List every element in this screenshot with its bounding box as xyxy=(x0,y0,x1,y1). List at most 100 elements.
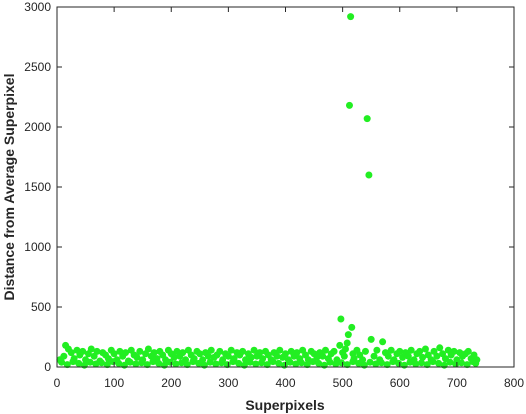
data-point xyxy=(143,361,151,369)
x-axis-title: Superpixels xyxy=(245,397,325,413)
data-point xyxy=(138,359,146,367)
data-point xyxy=(321,346,329,354)
data-point xyxy=(286,358,294,366)
data-point xyxy=(149,358,157,366)
data-point xyxy=(421,345,429,353)
data-point xyxy=(366,358,374,366)
data-point xyxy=(370,352,378,360)
data-point xyxy=(250,346,258,354)
y-tick-label: 2500 xyxy=(24,60,51,74)
data-point xyxy=(206,358,214,366)
data-point xyxy=(136,347,144,355)
x-tick-label: 0 xyxy=(54,376,61,390)
data-point xyxy=(373,346,381,354)
data-point xyxy=(309,358,317,366)
data-point xyxy=(122,349,130,357)
data-point xyxy=(133,353,141,361)
data-point xyxy=(93,347,101,355)
data-point xyxy=(189,358,197,366)
y-tick-label: 500 xyxy=(31,300,51,314)
data-point xyxy=(263,361,271,369)
data-point xyxy=(195,359,203,367)
data-point xyxy=(179,349,187,357)
data-point xyxy=(172,360,180,368)
data-point xyxy=(297,359,305,367)
data-point xyxy=(417,359,425,367)
data-point xyxy=(246,358,254,366)
data-point xyxy=(344,331,352,339)
x-axis-ticks: 0 100 200 300 400 500 600 700 800 xyxy=(54,7,524,390)
data-point xyxy=(63,361,71,369)
data-point xyxy=(332,360,340,368)
data-point xyxy=(396,347,404,355)
x-tick-label: 800 xyxy=(504,376,524,390)
data-point xyxy=(464,347,472,355)
data-point xyxy=(275,359,283,367)
data-point xyxy=(446,358,454,366)
data-point xyxy=(343,339,351,347)
data-point xyxy=(155,359,163,367)
y-tick-label: 1500 xyxy=(24,180,51,194)
data-point xyxy=(463,361,471,369)
data-point xyxy=(340,352,348,360)
y-tick-label: 1000 xyxy=(24,240,51,254)
data-point xyxy=(170,353,178,361)
data-point xyxy=(326,358,334,366)
data-point xyxy=(435,359,443,367)
x-tick-label: 300 xyxy=(218,376,238,390)
data-point xyxy=(212,360,220,368)
data-point xyxy=(436,344,444,352)
data-point xyxy=(218,359,226,367)
data-point xyxy=(433,352,441,360)
data-point xyxy=(384,352,392,360)
data-point xyxy=(235,359,243,367)
y-tick-label: 2000 xyxy=(24,120,51,134)
data-point xyxy=(282,350,289,358)
data-point xyxy=(423,361,431,369)
data-point xyxy=(178,359,186,367)
data-point xyxy=(126,358,134,366)
data-point xyxy=(58,358,66,366)
data-point xyxy=(387,346,395,354)
y-tick-label: 3000 xyxy=(24,0,51,14)
data-point xyxy=(457,359,465,367)
data-point xyxy=(404,352,412,360)
x-tick-label: 500 xyxy=(333,376,353,390)
data-point xyxy=(92,360,100,368)
data-point xyxy=(355,359,363,367)
data-point xyxy=(229,358,237,366)
data-point xyxy=(79,347,87,355)
data-point xyxy=(363,115,371,123)
y-axis-title: Distance from Average Superpixel xyxy=(1,74,17,301)
data-point xyxy=(343,361,351,369)
data-point xyxy=(361,347,369,355)
data-point xyxy=(103,361,111,369)
data-point xyxy=(86,358,94,366)
data-point xyxy=(389,358,397,366)
data-point xyxy=(419,353,427,361)
data-point xyxy=(416,347,424,355)
data-point xyxy=(144,345,152,353)
data-point xyxy=(293,349,301,357)
data-point xyxy=(239,347,247,355)
data-point xyxy=(223,361,231,369)
data-point xyxy=(224,352,232,360)
data-point xyxy=(412,360,420,368)
data-point xyxy=(379,338,387,346)
data-point xyxy=(303,361,311,369)
data-point xyxy=(472,359,480,367)
data-point xyxy=(150,349,158,357)
data-point xyxy=(407,346,415,354)
data-point xyxy=(337,315,345,323)
data-point xyxy=(330,347,338,355)
x-tick-label: 700 xyxy=(447,376,467,390)
data-point xyxy=(269,358,277,366)
data-point xyxy=(336,341,344,349)
plot-area xyxy=(57,7,514,367)
data-point xyxy=(429,358,437,366)
data-point xyxy=(75,359,83,367)
data-point xyxy=(69,358,77,366)
data-point xyxy=(395,359,403,367)
data-point xyxy=(276,346,284,354)
x-tick-label: 200 xyxy=(161,376,181,390)
